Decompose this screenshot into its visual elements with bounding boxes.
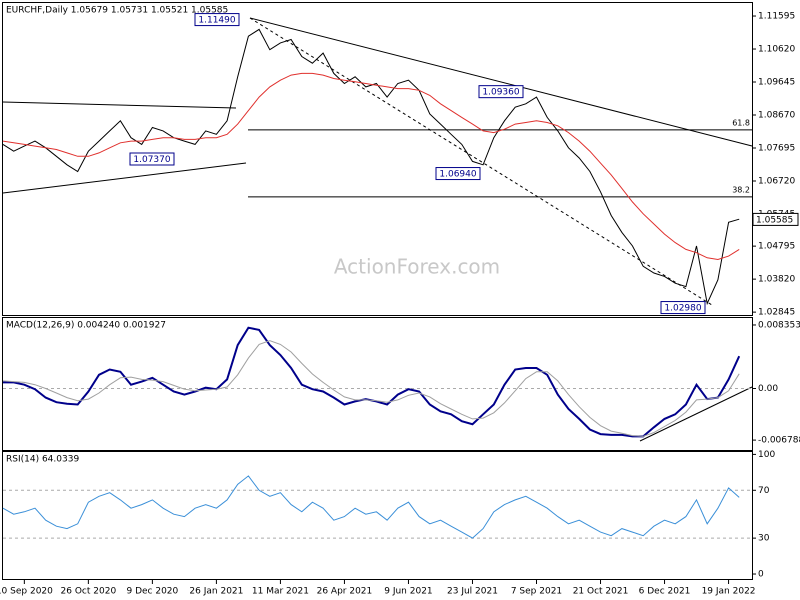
x-tick-label: 21 Oct 2021: [573, 587, 629, 597]
last-price-label: 1.05585: [756, 215, 793, 225]
annotation-box: [194, 13, 240, 27]
fib-label: 61.8: [732, 118, 750, 127]
series-line: [2, 340, 740, 437]
y-tick-label: 1.10620: [758, 45, 795, 55]
macd-panel: [2, 317, 753, 451]
price-panel: [2, 2, 753, 316]
annotation-label: 1.07370: [133, 155, 170, 165]
x-tick-label: 11 Mar 2021: [252, 587, 309, 597]
annotation-box: [478, 85, 524, 99]
panel-title: EURCHF,Daily 1.05679 1.05731 1.05521 1.0…: [6, 6, 228, 16]
y-tick-label: 30: [758, 534, 770, 544]
y-tick-label: 1.11595: [758, 12, 795, 22]
y-tick-label: 1.08670: [758, 111, 795, 121]
y-tick-label: 1.03820: [758, 275, 795, 285]
x-tick-label: 26 Oct 2020: [61, 587, 117, 597]
annotation-box: [129, 152, 175, 166]
series-line: [2, 72, 740, 261]
y-tick-label: 100: [758, 450, 775, 460]
series-line: [2, 475, 740, 539]
y-tick-label: 0: [758, 570, 764, 580]
x-tick-label: 26 Apr 2021: [317, 587, 373, 597]
y-tick-label: -0.006788: [758, 436, 800, 446]
y-tick-label: 1.02845: [758, 308, 795, 318]
x-tick-label: 9 Jun 2021: [384, 587, 432, 597]
panel-title: RSI(14) 64.0339: [6, 455, 79, 465]
series-line: [2, 28, 740, 306]
y-tick-label: 0.008353: [758, 320, 800, 330]
annotation-box: [435, 167, 481, 181]
annotation-label: 1.11490: [198, 16, 235, 26]
annotation-label: 1.02980: [664, 304, 701, 314]
trendline: [249, 17, 753, 147]
y-tick-label: 1.04795: [758, 242, 795, 252]
y-tick-label: 0.00: [758, 384, 778, 394]
trendline: [639, 386, 753, 442]
fib-label: 38.2: [732, 185, 750, 194]
y-tick-label: 1.09645: [758, 78, 795, 88]
y-tick-label: 1.07695: [758, 144, 795, 154]
y-tick-label: 70: [758, 486, 770, 496]
x-tick-label: 7 Sep 2021: [511, 587, 562, 597]
watermark: ActionForex.com: [334, 255, 500, 279]
x-tick-label: 19 Jan 2022: [702, 587, 756, 597]
trendline: [249, 17, 713, 306]
trendline: [2, 101, 237, 109]
trendline: [2, 162, 247, 194]
annotation-label: 1.06940: [439, 170, 476, 180]
last-price-box: [752, 212, 799, 226]
x-tick-label: 10 Sep 2020: [0, 587, 53, 597]
x-tick-label: 23 Jul 2021: [447, 587, 498, 597]
rsi-panel: [2, 451, 753, 580]
panel-title: MACD(12,26,9) 0.004240 0.001927: [6, 321, 166, 331]
annotation-label: 1.09360: [482, 88, 519, 98]
x-tick-label: 6 Dec 2021: [639, 587, 691, 597]
x-tick-label: 9 Dec 2020: [126, 587, 178, 597]
y-tick-label: 1.06720: [758, 176, 795, 186]
x-tick-label: 26 Jan 2021: [189, 587, 243, 597]
annotation-box: [660, 301, 706, 315]
